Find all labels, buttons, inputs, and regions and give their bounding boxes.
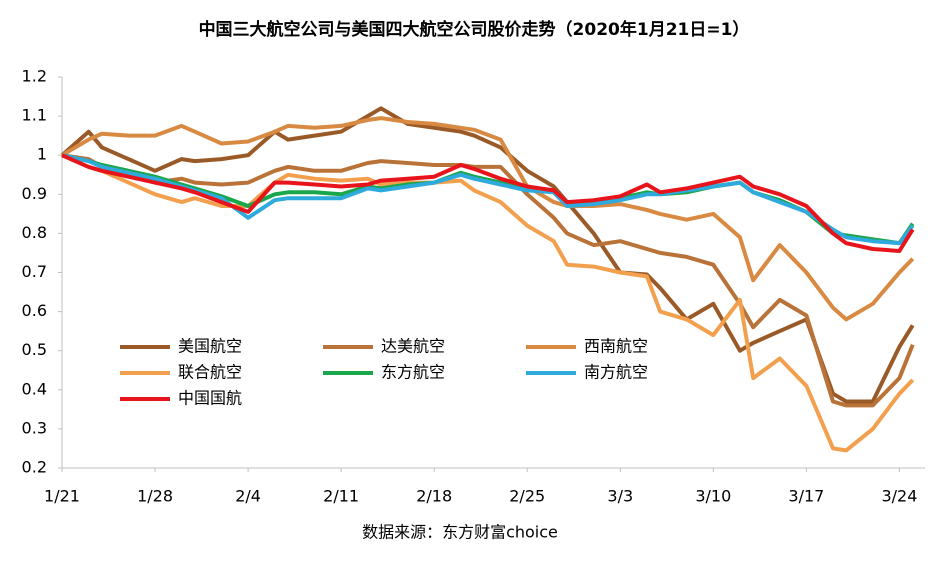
y-tick-label: 1.1 <box>22 106 47 125</box>
legend-label: 中国国航 <box>178 389 242 408</box>
series-line <box>61 153 915 408</box>
legend-label: 东方航空 <box>381 363 445 382</box>
legend-label: 西南航空 <box>584 337 648 356</box>
x-tick-label: 3/10 <box>695 487 731 506</box>
x-tick-label: 3/3 <box>607 487 633 506</box>
x-tick-label: 2/18 <box>416 487 452 506</box>
x-tick-label: 3/24 <box>881 487 917 506</box>
y-tick-label: 0.3 <box>22 418 47 437</box>
y-tick-label: 0.9 <box>22 184 47 203</box>
y-tick-label: 0.5 <box>22 340 47 359</box>
x-tick-label: 1/21 <box>44 487 80 506</box>
y-tick-label: 0.2 <box>22 458 47 477</box>
series-line <box>60 116 915 322</box>
x-tick-label: 2/11 <box>323 487 359 506</box>
legend-label: 南方航空 <box>584 363 648 382</box>
y-tick-label: 1 <box>37 145 47 164</box>
y-tick-label: 0.4 <box>22 379 47 398</box>
series-line <box>60 106 915 404</box>
x-tick-label: 2/25 <box>509 487 545 506</box>
y-tick-label: 0.8 <box>22 223 47 242</box>
y-tick-label: 1.2 <box>22 67 47 86</box>
legend-label: 美国航空 <box>178 337 242 356</box>
series-line <box>61 153 915 246</box>
source-note: 数据来源：东方财富choice <box>362 523 558 542</box>
y-tick-label: 0.7 <box>22 262 47 281</box>
x-tick-label: 2/4 <box>235 487 261 506</box>
legend-label: 联合航空 <box>178 363 242 382</box>
y-tick-label: 0.6 <box>22 301 47 320</box>
series-line <box>61 153 915 453</box>
x-tick-label: 3/17 <box>788 487 824 506</box>
legend-label: 达美航空 <box>381 337 445 356</box>
chart-title: 中国三大航空公司与美国四大航空公司股价走势（2020年1月21日=1） <box>199 19 750 40</box>
series-line <box>61 153 915 253</box>
x-tick-label: 1/28 <box>137 487 173 506</box>
